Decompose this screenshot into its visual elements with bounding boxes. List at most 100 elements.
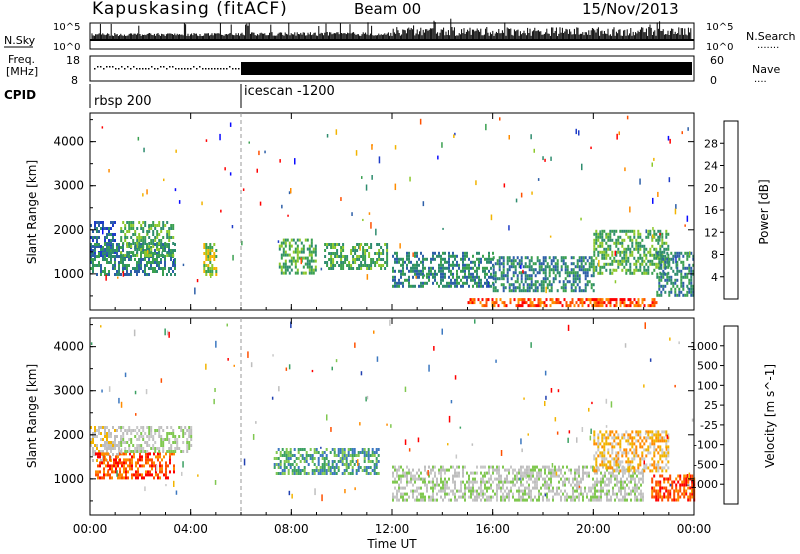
heatmap-cell — [112, 239, 114, 242]
heatmap-cell — [346, 264, 349, 267]
heatmap-cell — [101, 461, 103, 465]
heatmap-cell — [106, 254, 108, 257]
heatmap-cell — [548, 274, 551, 278]
heatmap-cell — [422, 266, 424, 270]
heatmap-cell — [448, 251, 450, 255]
heatmap-cell — [113, 470, 115, 474]
heatmap-cell — [508, 468, 510, 472]
heatmap-cell — [462, 284, 464, 288]
heatmap-cell — [416, 269, 418, 273]
heatmap-cell — [609, 235, 612, 239]
heatmap-cell — [428, 480, 430, 484]
heatmap-cell — [669, 477, 672, 481]
heatmap-cell — [464, 483, 466, 487]
heatmap-cell — [402, 260, 404, 264]
heatmap-cell — [661, 486, 664, 490]
heatmap-cell — [601, 298, 604, 302]
freq-dot — [172, 66, 174, 68]
heatmap-cell — [317, 469, 320, 472]
heatmap-cell — [496, 498, 498, 502]
heatmap-cell — [614, 492, 616, 496]
heatmap-cell — [99, 461, 101, 465]
heatmap-cell — [152, 233, 155, 236]
heatmap-cell — [640, 477, 642, 481]
heatmap-cell — [657, 480, 660, 484]
heatmap-cell — [472, 266, 474, 270]
heatmap-cell — [363, 448, 366, 451]
heatmap-cell — [172, 264, 174, 267]
heatmap-cell — [635, 259, 638, 263]
heatmap-cell — [378, 252, 381, 255]
heatmap-cell — [614, 474, 616, 478]
heatmap-cell — [484, 275, 486, 279]
heatmap-cell — [116, 429, 118, 432]
heatmap-cell — [434, 269, 436, 273]
heatmap-cell — [416, 251, 418, 255]
heatmap-cell — [628, 474, 630, 478]
heatmap-cell — [144, 450, 147, 453]
heatmap-cell — [132, 242, 135, 245]
heatmap-cell — [686, 284, 689, 288]
heatmap-cell — [292, 238, 295, 242]
heatmap-cell — [170, 227, 173, 230]
heatmap-cell — [544, 468, 546, 472]
heatmap-cell — [592, 477, 594, 481]
heatmap-cell — [613, 457, 616, 461]
heatmap-cell — [375, 457, 378, 460]
heatmap-cell — [113, 464, 115, 468]
heatmap-cell — [568, 477, 570, 481]
heatmap-cell — [486, 257, 488, 261]
heatmap-cell — [627, 457, 630, 461]
heatmap-cell — [426, 257, 428, 261]
heatmap-cell — [154, 249, 156, 252]
heatmap-cell — [613, 268, 616, 272]
heatmap-cell — [600, 498, 602, 502]
heatmap-cell — [158, 233, 161, 236]
heatmap-cell — [611, 430, 614, 434]
heatmap-cell — [100, 450, 102, 453]
heatmap-cell — [629, 448, 632, 452]
heatmap-cell — [384, 267, 387, 270]
heatmap-cell — [186, 447, 189, 450]
heatmap-cell — [416, 495, 418, 499]
heatmap-cell — [478, 492, 480, 496]
cpid-label: CPID — [4, 88, 36, 102]
heatmap-cell — [331, 472, 334, 475]
heatmap-cell — [500, 271, 503, 275]
heatmap-cell — [148, 435, 151, 438]
heatmap-cell — [164, 249, 166, 252]
heatmap-cell — [503, 301, 506, 305]
heatmap-cell — [400, 477, 402, 481]
heatmap-cell — [414, 498, 416, 502]
heatmap-cell — [550, 286, 553, 290]
freq-dot — [181, 68, 183, 70]
heatmap-cell — [512, 259, 515, 263]
heatmap-speckle — [412, 252, 414, 257]
heatmap-cell — [112, 447, 114, 450]
heatmap-cell — [600, 486, 602, 490]
heatmap-cell — [293, 466, 296, 469]
freq-dot — [223, 68, 225, 70]
heatmap-cell — [582, 468, 584, 472]
heatmap-cell — [211, 249, 214, 252]
heatmap-cell — [176, 441, 179, 444]
heatmap-cell — [394, 495, 396, 499]
heatmap-cell — [442, 480, 444, 484]
heatmap-cell — [496, 289, 499, 293]
heatmap-cell — [310, 253, 313, 257]
heatmap-cell — [168, 239, 171, 242]
heatmap-cell — [526, 498, 528, 502]
colorbar-tick-label: 8 — [711, 249, 718, 262]
heatmap-cell — [488, 468, 490, 472]
heatmap-cell — [132, 233, 135, 236]
heatmap-cell — [314, 244, 317, 248]
heatmap-cell — [329, 472, 332, 475]
heatmap-cell — [432, 266, 434, 270]
heatmap-cell — [602, 486, 604, 490]
cpid-segment-1: rbsp 200 — [94, 94, 152, 109]
heatmap-cell — [556, 289, 559, 293]
heatmap-cell — [560, 477, 562, 481]
heatmap-cell — [137, 458, 139, 462]
heatmap-cell — [526, 277, 529, 281]
heatmap-cell — [518, 486, 520, 490]
